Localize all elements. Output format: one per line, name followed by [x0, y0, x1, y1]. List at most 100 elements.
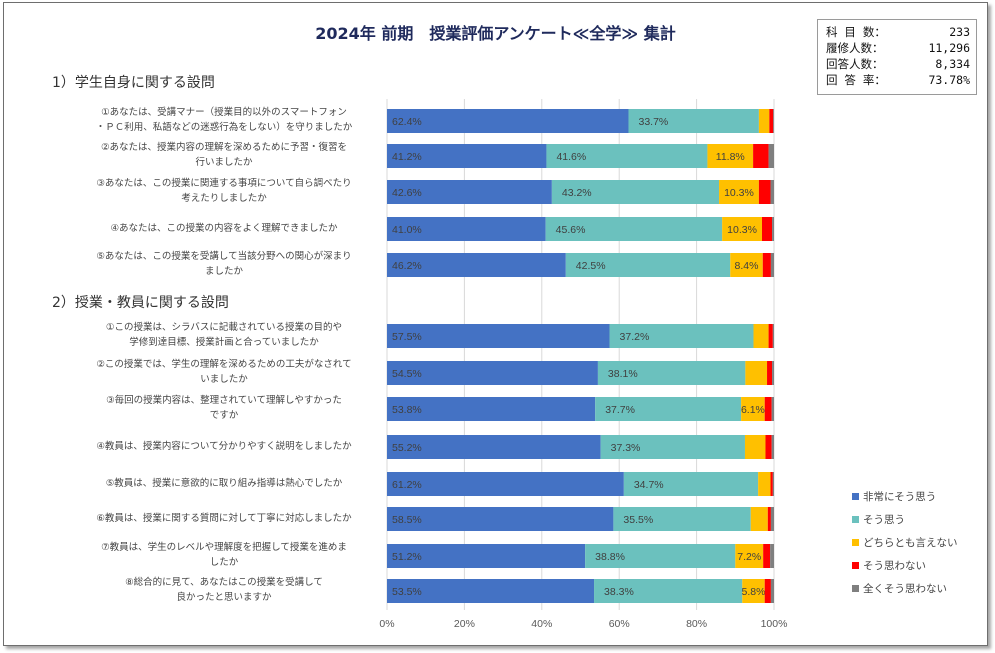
bar-segment [753, 324, 769, 348]
stats-value: 233 [949, 25, 970, 39]
bar-segment [762, 217, 773, 241]
bar-segment [770, 253, 774, 277]
question-label-line: ⑤あなたは、この授業を受講して当該分野への関心が深まり [96, 251, 352, 262]
bar-segment [387, 361, 598, 385]
bar-segment [772, 324, 774, 348]
bar-segment [772, 472, 774, 496]
bar-segment [767, 361, 773, 385]
stats-label: 回 答 率： [826, 73, 886, 87]
question-label-line: ②あなたは、授業内容の理解を深めるために予習・復習を [100, 142, 348, 153]
bar-segment [750, 507, 768, 531]
data-label: 6.1% [741, 404, 765, 416]
data-label: 38.8% [595, 551, 625, 563]
data-label: 10.3% [724, 187, 754, 199]
question-label-line: ましたか [204, 266, 243, 277]
bar-segment [600, 435, 745, 459]
data-label: 61.2% [392, 479, 422, 491]
legend-swatch [852, 585, 859, 592]
question-label-line: ですか [209, 410, 239, 421]
bar-segment [387, 435, 601, 459]
bar-segment [719, 180, 759, 204]
question-label: ⑤教員は、授業に意欲的に取り組み指導は熱心でしたか [74, 476, 374, 491]
bar-segment [565, 253, 731, 277]
data-label: 54.5% [392, 368, 422, 380]
stats-row-enrolled: 履修人数： 11,296 [826, 40, 970, 56]
data-label: 10.3% [727, 224, 757, 236]
question-label: ⑥教員は、授業に関する質問に対して丁寧に対応しましたか [74, 511, 374, 526]
bar-segment [772, 361, 774, 385]
legend-label: そう思う [863, 514, 905, 526]
question-label-line: ⑦教員は、学生のレベルや理解度を把握して授業を進めま [101, 542, 347, 553]
x-tick-label: 60% [609, 618, 630, 630]
legend-item: 全くそう思わない [852, 577, 958, 600]
bar-segment [770, 579, 774, 603]
data-label: 53.5% [392, 586, 422, 598]
data-label: 55.2% [392, 442, 422, 454]
stats-value: 8,334 [935, 57, 970, 71]
bar-segment [771, 397, 774, 421]
stats-row-subjects: 科 目 数： 233 [826, 24, 970, 40]
bar-segment [387, 507, 614, 531]
question-label-line: したか [209, 557, 239, 568]
data-label: 41.0% [392, 224, 422, 236]
legend-swatch [852, 539, 859, 546]
bar-segment [768, 324, 773, 348]
bar-segment [387, 109, 629, 133]
bar-segment [609, 324, 754, 348]
question-label: ③毎回の授業内容は、整理されていて理解しやすかった ですか [74, 393, 374, 423]
bar-segment [770, 507, 774, 531]
bar-segment [770, 180, 774, 204]
x-tick-label: 40% [531, 618, 552, 630]
data-label: 57.5% [392, 331, 422, 343]
data-label: 42.5% [576, 260, 606, 272]
stats-row-response-rate: 回 答 率： 73.78% [826, 72, 970, 88]
bar-segment [628, 109, 759, 133]
bar-segment [741, 397, 765, 421]
question-label: ①この授業は、シラバスに記載されている授業の目的や 学修到達目標、授業計画と合って… [74, 320, 374, 350]
bar-segment [763, 544, 771, 568]
question-label-line: いましたか [200, 374, 248, 385]
bar-segment [745, 361, 768, 385]
question-label: ②この授業では、学生の理解を深めるための工夫がなされて いましたか [74, 357, 374, 387]
question-label-line: ①この授業は、シラバスに記載されている授業の目的や [105, 322, 343, 333]
bar-segment [765, 435, 772, 459]
bar-segment [594, 579, 743, 603]
x-tick-label: 80% [686, 618, 707, 630]
bar-segment [772, 217, 774, 241]
bar-segment [764, 397, 772, 421]
bar-segment [387, 544, 586, 568]
bar-segment [387, 217, 546, 241]
chart-frame: 2024年 前期 授業評価アンケート≪全学≫ 集計 科 目 数： 233 履修人… [3, 2, 988, 646]
question-label-line: ⑧総合的に見て、あなたはこの授業を受講して [125, 577, 323, 588]
data-label: 37.3% [611, 442, 641, 454]
data-label: 35.5% [623, 514, 653, 526]
question-label: ④あなたは、この授業の内容をよく理解できましたか [74, 221, 374, 236]
legend-swatch [852, 493, 859, 500]
stacked-bar-chart: 62.4% 33.7% 41.2% 41.6% 11.8% 42.6% 43.2% 10.3%… [379, 99, 787, 630]
bar-segment [730, 253, 763, 277]
bar-segment [773, 109, 774, 133]
data-label: 11.8% [716, 151, 745, 163]
data-label: 46.2% [392, 260, 422, 272]
bar-segment [387, 144, 547, 168]
legend-label: そう思わない [863, 560, 926, 572]
question-label: ①あなたは、受講マナー（授業目的以外のスマートフォン ・ＰＣ利用、私語などの迷惑行… [74, 105, 374, 135]
bar-segment [744, 435, 766, 459]
bar-segment [597, 361, 746, 385]
data-label: 51.2% [392, 551, 422, 563]
question-label-line: ③毎回の授業内容は、整理されていて理解しやすかった [106, 395, 342, 406]
bar-segment [769, 109, 774, 133]
section-heading-student: 1）学生自身に関する設問 [52, 75, 215, 91]
bar-segment [387, 472, 624, 496]
question-label-line: 行いましたか [195, 157, 253, 168]
bar-segment [707, 144, 754, 168]
bar-segment [758, 180, 771, 204]
bar-segment [387, 180, 552, 204]
bar-segment [768, 144, 774, 168]
question-label-line: ⑤教員は、授業に意欲的に取り組み指導は熱心でしたか [105, 477, 343, 489]
stats-label: 回答人数： [826, 57, 884, 71]
bar-segment [753, 144, 769, 168]
bar-segment [767, 507, 771, 531]
legend-label: 全くそう思わない [863, 583, 947, 595]
bar-segment [764, 579, 771, 603]
